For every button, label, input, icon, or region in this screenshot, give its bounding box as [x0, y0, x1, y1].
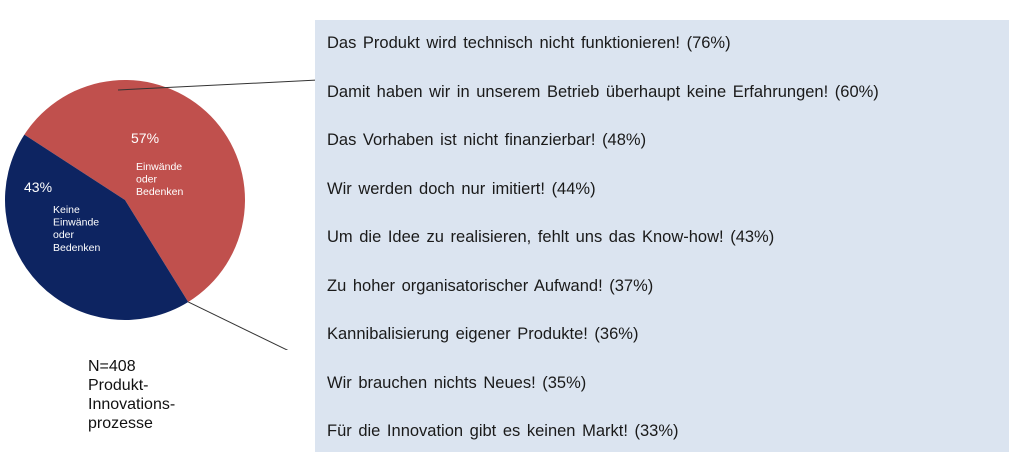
- objection-item: Damit haben wir in unserem Betrieb überh…: [327, 82, 879, 101]
- objection-item: Das Vorhaben ist nicht finanzierbar! (48…: [327, 131, 647, 149]
- pie-slice-einwaende: [24, 80, 245, 302]
- pie-label-keine-einwaende: Keine Einwände oder Bedenken: [53, 204, 100, 254]
- objection-item: Für die Innovation gibt es keinen Markt!…: [327, 422, 679, 440]
- objection-item: Das Produkt wird technisch nicht funktio…: [327, 34, 731, 52]
- sample-note-line: N=408: [88, 358, 136, 375]
- objection-item: Um die Idee zu realisieren, fehlt uns da…: [327, 228, 775, 246]
- pie-label-einwaende: Einwände oder Bedenken: [136, 161, 183, 198]
- objection-item: Wir brauchen nichts Neues! (35%): [327, 373, 587, 392]
- objections-panel: Das Produkt wird technisch nicht funktio…: [315, 20, 1009, 452]
- pie-label-pct-einwaende: 57%: [131, 130, 159, 146]
- connector-line-top: [117, 79, 319, 91]
- objection-item: Wir werden doch nur imitiert! (44%): [327, 179, 596, 198]
- pie-slice-keine-einwaende: [4, 134, 189, 321]
- sample-note-line: Innovations-: [88, 396, 176, 413]
- pie-label-line: oder: [53, 229, 75, 241]
- objection-item: Kannibalisierung eigener Produkte! (36%): [327, 325, 639, 343]
- sample-note-line: prozesse: [88, 415, 153, 432]
- sample-note-line: Produkt-: [88, 377, 149, 394]
- objection-item: Zu hoher organisatorischer Aufwand! (37%…: [327, 276, 654, 295]
- pie-label-line: Einwände: [136, 161, 182, 173]
- pie-label-line: Einwände: [53, 217, 99, 229]
- sample-note: N=408 Produkt- Innovations- prozesse: [88, 357, 175, 433]
- pie-label-line: Bedenken: [136, 186, 183, 198]
- pie-label-line: Bedenken: [53, 242, 100, 254]
- connector-line-bottom: [188, 301, 289, 350]
- pie-label-line: Keine: [53, 204, 80, 216]
- pie-label-line: oder: [136, 174, 158, 186]
- pie-label-pct-keine-einwaende: 43%: [24, 179, 52, 195]
- pie-chart: 57% Einwände oder Bedenken 43% Keine Einwän…: [4, 79, 319, 350]
